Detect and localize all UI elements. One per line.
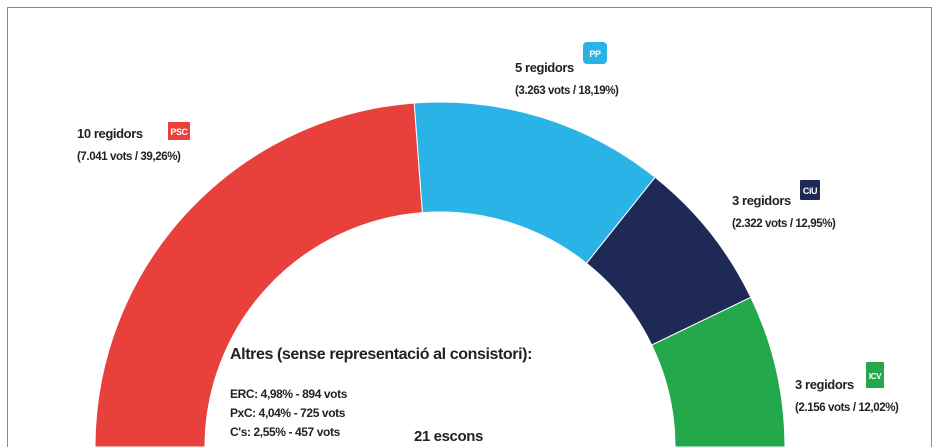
vote-label: (3.263 vots / 18,19%) — [515, 85, 619, 97]
others-item: PxC: 4,04% - 725 vots — [230, 406, 346, 420]
seat-label: 3 regidors — [795, 377, 854, 392]
party-logo-text: PP — [589, 49, 601, 59]
party-logo — [168, 122, 190, 140]
others-title: Altres (sense representació al consistor… — [230, 346, 532, 363]
party-logo-text: CiU — [803, 186, 817, 196]
donut-segment — [651, 296, 786, 447]
seat-label: 3 regidors — [732, 193, 791, 208]
center-label: 21 escons — [414, 428, 483, 445]
vote-label: (7.041 vots / 39,26%) — [77, 151, 181, 163]
seat-label: 5 regidors — [515, 60, 574, 75]
seat-label: 10 regidors — [77, 126, 143, 141]
party-logo-text: ICV — [869, 372, 882, 381]
vote-label: (2.156 vots / 12,02%) — [795, 402, 899, 414]
arcs — [94, 101, 786, 447]
party-logo — [800, 180, 820, 200]
party-logo — [866, 362, 884, 388]
frame — [7, 7, 932, 447]
party-logo-text: PSC — [170, 127, 188, 137]
vote-label: (2.322 vots / 12,95%) — [732, 218, 836, 230]
donut-segment — [94, 102, 423, 447]
others-item: ERC: 4,98% - 894 vots — [230, 387, 348, 401]
party-logo — [583, 42, 607, 64]
others-item: C's: 2,55% - 457 vots — [230, 425, 341, 439]
